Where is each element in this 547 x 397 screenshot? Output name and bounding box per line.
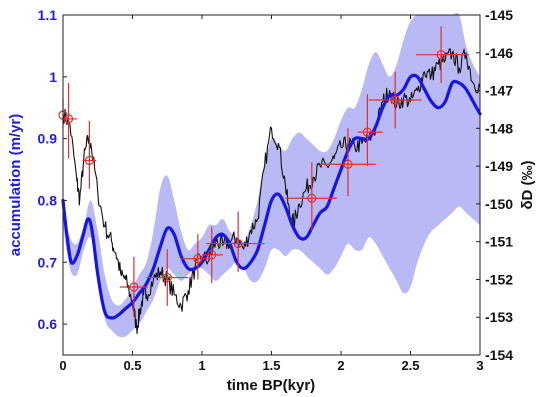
y-left-tick-label: 1 (49, 69, 57, 85)
isotope-marker-10 (357, 94, 383, 167)
isotope-marker-4 (146, 249, 189, 306)
x-tick-label: 3 (476, 358, 483, 373)
marker-circle (193, 254, 203, 264)
y-axis-label-right: δD (‰) (519, 160, 536, 209)
y-right-tick-label: -146 (485, 45, 513, 61)
accumulation-series (61, 73, 482, 320)
x-axis-label: time BP(kyr) (227, 377, 315, 394)
isotope-marker-8 (285, 162, 337, 231)
y-left-tick-label: 0.8 (38, 192, 58, 208)
accumulation-confidence-band (63, 12, 480, 338)
isotope-marker-6 (202, 226, 223, 284)
y-left-tick-label: 1.1 (38, 7, 58, 23)
x-tick-label: 2.5 (401, 358, 419, 373)
isotope-marker-3 (119, 256, 148, 318)
isotope-series (62, 48, 481, 335)
marker-circle (362, 127, 373, 137)
x-tick-label: 0 (59, 358, 66, 373)
marker-circle (84, 155, 95, 166)
isotope-marker-2 (82, 120, 97, 189)
y-left-tick-label: 0.7 (38, 254, 58, 270)
axis-ticks: 0 0.5 1 1.5 2 2.5 3 0.6 0.7 0.8 0.9 1 1.1 -145 -146 -14… (38, 7, 514, 373)
marker-circle (63, 114, 74, 124)
y-left-tick-label: 0.9 (38, 131, 58, 147)
marker-circle (307, 193, 317, 203)
x-tick-label: 0.5 (123, 358, 141, 373)
marker-circle (233, 238, 243, 249)
y-axis-label-left: accumulation (m/yr) (7, 114, 24, 257)
y-right-tick-label: -149 (485, 158, 513, 174)
confidence-band-area (63, 12, 480, 338)
x-tick-label: 1 (198, 358, 205, 373)
y-right-tick-label: -148 (485, 120, 513, 136)
x-tick-label: 2 (337, 358, 344, 373)
y-right-tick-label: -154 (485, 347, 513, 363)
isotope-markers (58, 26, 469, 318)
marker-circle (129, 282, 139, 292)
y-right-tick-label: -147 (485, 83, 513, 99)
marker-circle (162, 272, 172, 283)
x-tick-label: 1.5 (262, 358, 280, 373)
isotope-marker-11 (368, 71, 422, 129)
isotope-marker-7 (206, 211, 265, 272)
isotope-marker-12 (416, 26, 469, 83)
isotope-marker-5 (181, 234, 214, 280)
y-right-tick-label: -150 (485, 196, 513, 212)
y-right-tick-label: -151 (485, 234, 513, 250)
marker-circle (343, 159, 353, 169)
y-right-tick-label: -145 (485, 7, 513, 23)
accumulation-line (61, 73, 482, 320)
marker-circle (390, 95, 400, 105)
isotope-line (62, 48, 481, 335)
marker-circle (436, 50, 446, 60)
isotope-marker-1 (63, 83, 77, 159)
y-right-tick-label: -153 (485, 309, 513, 325)
y-right-tick-label: -152 (485, 271, 513, 287)
y-left-tick-label: 0.6 (38, 316, 58, 332)
marker-circle (207, 250, 217, 260)
isotope-marker-9 (320, 128, 376, 197)
